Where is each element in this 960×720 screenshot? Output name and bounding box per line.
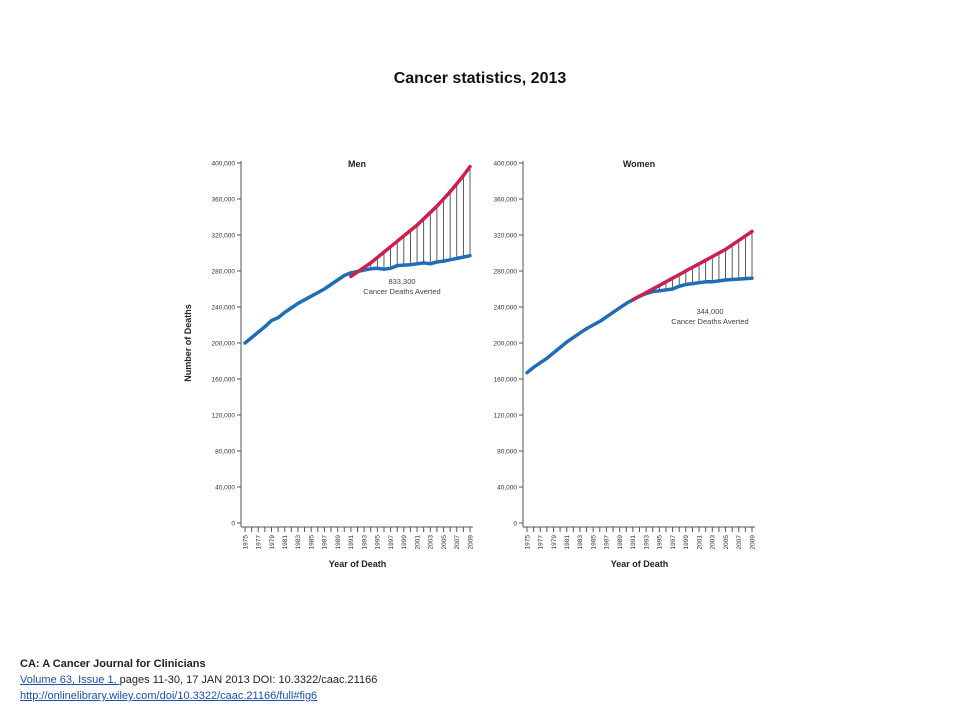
y-tick-label: 120,000	[212, 413, 236, 420]
y-tick-label: 200,000	[212, 341, 236, 348]
x-tick-label: 1999	[683, 535, 690, 550]
x-tick-label: 1995	[657, 535, 664, 550]
y-tick-label: 40,000	[497, 485, 517, 492]
x-tick-label: 1991	[630, 535, 637, 550]
x-tick-label: 1981	[564, 535, 571, 550]
x-tick-label: 1989	[617, 535, 624, 550]
panel-title: Women	[623, 159, 655, 169]
x-tick-label: 2005	[441, 535, 448, 550]
x-tick-label: 1985	[308, 535, 315, 550]
x-tick-label: 1997	[388, 535, 395, 550]
x-tick-label: 1979	[269, 535, 276, 550]
y-tick-label: 240,000	[212, 305, 236, 312]
x-tick-label: 1987	[604, 535, 611, 550]
averted-annotation-text: Cancer Deaths Averted	[671, 317, 748, 326]
x-axis-label: Year of Death	[329, 559, 387, 569]
x-tick-label: 1995	[375, 535, 382, 550]
journal-name: CA: A Cancer Journal for Clinicians	[20, 658, 206, 670]
citation-pages: pages 11-30, 17 JAN 2013 DOI: 10.3322/ca…	[119, 674, 378, 686]
x-tick-label: 1983	[295, 535, 302, 550]
y-tick-label: 160,000	[494, 377, 518, 384]
averted-annotation-text: Cancer Deaths Averted	[363, 287, 440, 296]
y-tick-label: 240,000	[494, 305, 518, 312]
x-tick-label: 1991	[348, 535, 355, 550]
citation-volume-line: Volume 63, Issue 1, pages 11-30, 17 JAN …	[20, 672, 377, 688]
expected-deaths-line	[631, 229, 754, 302]
x-tick-label: 1999	[401, 535, 408, 550]
x-tick-label: 2007	[736, 535, 743, 550]
x-tick-label: 2003	[428, 535, 435, 550]
y-tick-label: 0	[231, 521, 235, 528]
y-tick-label: 160,000	[212, 377, 236, 384]
y-tick-label: 80,000	[215, 449, 235, 456]
y-tick-label: 400,000	[212, 161, 236, 168]
x-tick-label: 1977	[256, 535, 263, 550]
x-axis-label: Year of Death	[611, 559, 669, 569]
x-tick-label: 1983	[577, 535, 584, 550]
averted-annotation-value: 344,000	[696, 307, 723, 316]
y-tick-label: 120,000	[494, 413, 518, 420]
y-tick-label: 360,000	[212, 197, 236, 204]
panel-title: Men	[348, 159, 366, 169]
y-tick-label: 360,000	[494, 197, 518, 204]
x-tick-label: 2009	[467, 535, 474, 550]
y-axis-label: Number of Deaths	[183, 304, 193, 382]
y-tick-label: 80,000	[497, 449, 517, 456]
x-tick-label: 1987	[322, 535, 329, 550]
slide-title: Cancer statistics, 2013	[393, 70, 567, 87]
x-tick-label: 2003	[710, 535, 717, 550]
x-tick-label: 2005	[723, 535, 730, 550]
x-tick-label: 1997	[670, 535, 677, 550]
y-tick-label: 320,000	[212, 233, 236, 240]
citation: CA: A Cancer Journal for Clinicians Volu…	[20, 656, 377, 704]
actual-deaths-line	[243, 253, 472, 345]
figure-url-link[interactable]: http://onlinelibrary.wiley.com/doi/10.33…	[20, 690, 318, 702]
x-tick-label: 1989	[335, 535, 342, 550]
x-tick-label: 2009	[749, 535, 756, 550]
y-tick-label: 200,000	[494, 341, 518, 348]
y-tick-label: 320,000	[494, 233, 518, 240]
x-tick-label: 2007	[454, 535, 461, 550]
y-tick-label: 400,000	[494, 161, 518, 168]
x-tick-label: 1993	[643, 535, 650, 550]
x-tick-label: 1985	[590, 535, 597, 550]
volume-issue-link[interactable]: Volume 63, Issue 1,	[20, 674, 120, 686]
x-tick-label: 1977	[538, 535, 545, 550]
x-tick-label: 1993	[361, 535, 368, 550]
y-tick-label: 0	[513, 521, 517, 528]
y-tick-label: 40,000	[215, 485, 235, 492]
x-tick-label: 2001	[414, 535, 421, 550]
averted-annotation-value: 833,300	[388, 277, 415, 286]
x-tick-label: 2001	[696, 535, 703, 550]
expected-deaths-line	[349, 164, 472, 279]
x-tick-label: 1981	[282, 535, 289, 550]
x-tick-label: 1975	[524, 535, 531, 550]
y-tick-label: 280,000	[212, 269, 236, 276]
x-tick-label: 1975	[242, 535, 249, 550]
y-tick-label: 280,000	[494, 269, 518, 276]
x-tick-label: 1979	[551, 535, 558, 550]
